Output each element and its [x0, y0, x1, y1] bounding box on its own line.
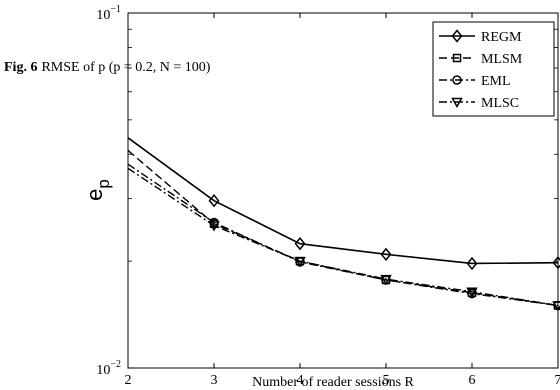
- data-point-mlsc: [208, 221, 220, 232]
- series-line-eml: [127, 163, 559, 307]
- legend-item-mlsm: MLSM: [439, 52, 523, 67]
- axes-frame: [127, 12, 559, 369]
- series-layer: [127, 137, 560, 312]
- x-axis-label: Number of reader sessions R: [252, 375, 414, 390]
- series-line-regm: [127, 137, 559, 265]
- legend-marker: [451, 97, 463, 109]
- x-tick-label: 5: [383, 373, 390, 388]
- legend-marker: [452, 75, 462, 85]
- data-point-regm: [208, 194, 220, 208]
- legend-label: MLSM: [481, 52, 523, 67]
- x-tick-label: 4: [297, 373, 304, 388]
- x-tick-label: 3: [211, 373, 218, 388]
- legend-item-eml: EML: [439, 74, 511, 89]
- data-point-mlsc: [466, 287, 478, 298]
- legend-marker: [452, 53, 462, 63]
- x-tick-label: 7: [555, 373, 560, 388]
- figure-caption: Fig. 6 RMSE of p (p = 0.2, N = 100): [4, 60, 210, 76]
- y-tick-label: 10−1: [96, 4, 121, 23]
- caption-label: Fig. 6: [4, 60, 38, 75]
- x-tick-label: 2: [125, 373, 132, 388]
- data-point-mlsc: [294, 256, 306, 268]
- legend-item-regm: REGM: [439, 29, 522, 45]
- legend-label: REGM: [481, 30, 522, 45]
- data-point-regm: [466, 256, 478, 271]
- legend-label: EML: [481, 74, 511, 89]
- series-line-mlsc: [127, 167, 559, 307]
- legend-marker: [451, 29, 463, 43]
- caption-text: RMSE of p (p = 0.2, N = 100): [41, 60, 211, 75]
- axes-layer: 2 3 4 5 6 7 10−1 10−2 Number of reader sessions …: [82, 4, 560, 390]
- data-point-regm: [380, 247, 392, 262]
- y-tick-label: 10−2: [96, 359, 121, 378]
- y-axis-label: ep: [82, 179, 113, 201]
- series-mlsc: [127, 167, 560, 312]
- data-point-mlsc: [380, 274, 392, 286]
- series-line-mlsm: [127, 149, 559, 307]
- data-point-regm: [294, 236, 306, 251]
- legend: REGM MLSM EML MLSC: [432, 21, 555, 117]
- legend-label: MLSC: [481, 96, 519, 111]
- legend-item-mlsc: MLSC: [439, 96, 519, 111]
- x-tick-label: 6: [469, 373, 476, 388]
